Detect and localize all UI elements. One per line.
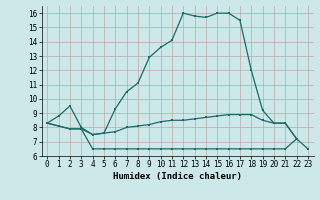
X-axis label: Humidex (Indice chaleur): Humidex (Indice chaleur) [113, 172, 242, 181]
